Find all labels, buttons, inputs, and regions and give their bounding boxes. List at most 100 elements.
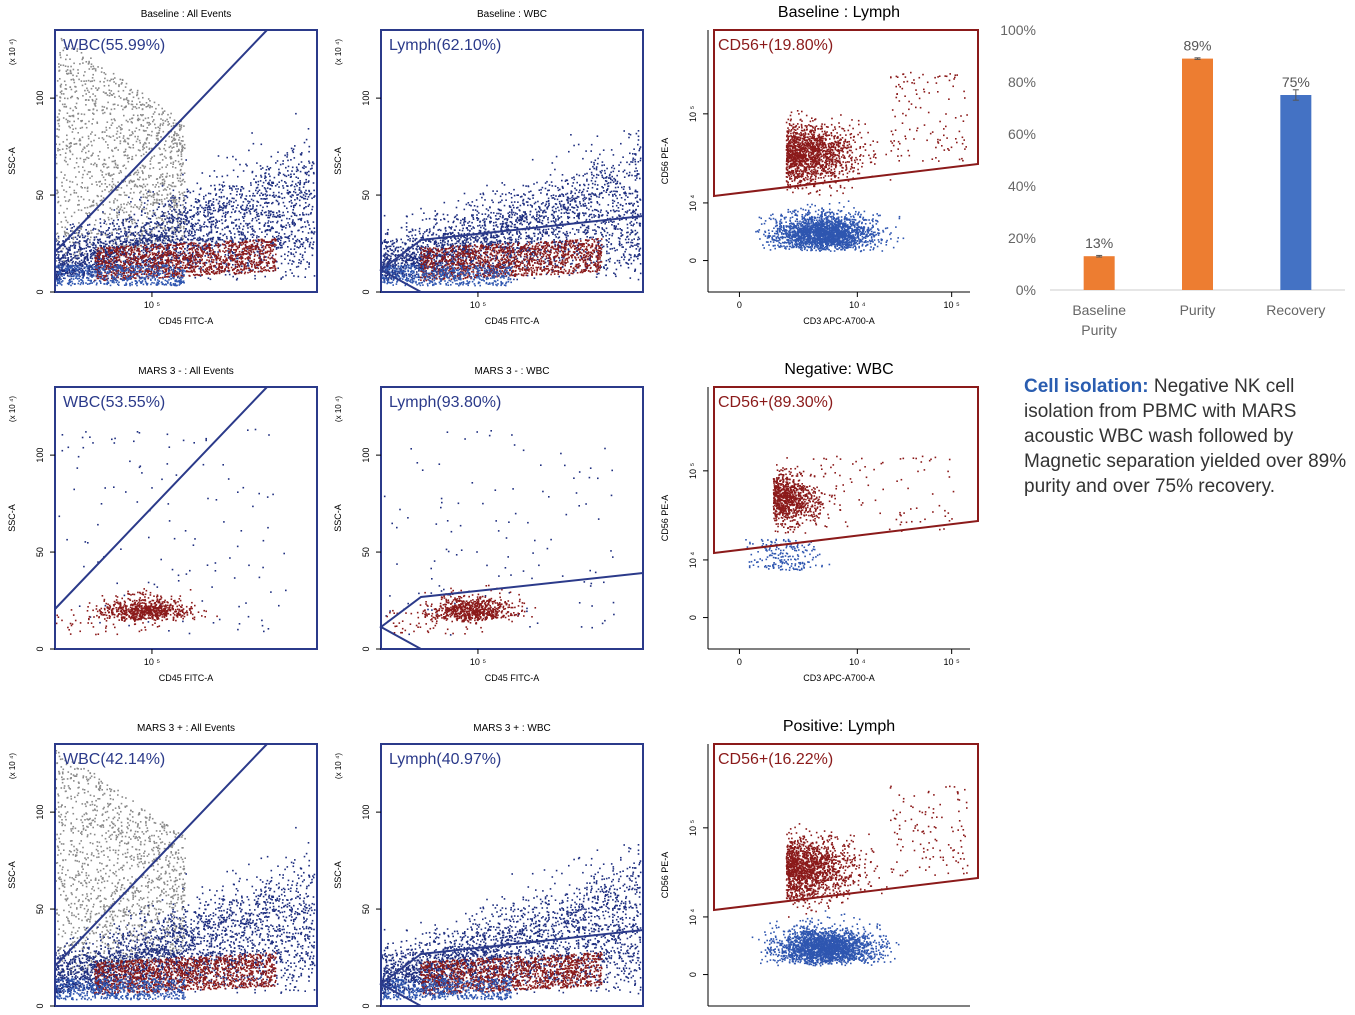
flow-plot-2: Baseline : WBCLymph(62.10%)050100SSC-A(x…	[333, 9, 643, 326]
y-axis-label: SSC-A	[7, 147, 17, 175]
cd56-gate	[714, 387, 978, 553]
gate-percentage-label: Lymph(93.80%)	[389, 394, 501, 411]
flow-plot-title: Baseline : Lymph	[778, 4, 900, 21]
flow-plot-title: MARS 3 - : All Events	[138, 366, 234, 377]
flow-plot-9: Positive: Lymph CD56+(16.22%) 0 10 ⁴ 10 ⁵ CD5…	[660, 718, 978, 1006]
y-tick-label: 10 ⁵	[688, 462, 698, 479]
bar-y-tick-label: 60%	[1008, 126, 1036, 142]
gate-percentage-label: WBC(53.55%)	[63, 394, 165, 411]
x-tick-label: 10 ⁵	[144, 657, 161, 667]
y-tick-label: 0	[688, 972, 698, 977]
x-tick-label: 0	[737, 300, 742, 310]
y-tick-label: 10 ⁴	[688, 195, 698, 212]
flow-plot-title: MARS 3 + : All Events	[137, 723, 235, 734]
y-tick-label: 0	[688, 615, 698, 620]
flow-plot-title: MARS 3 + : WBC	[473, 723, 551, 734]
x-axis-label: CD3 APC-A700-A	[803, 673, 875, 683]
x-axis-label: CD45 FITC-A	[159, 673, 214, 683]
y-axis-label: CD56 PE-A	[660, 138, 670, 185]
y-axis-label: SSC-A	[333, 861, 343, 889]
bar-y-tick-label: 100%	[1000, 22, 1036, 38]
bar-category-label: Baseline	[1072, 302, 1126, 318]
bar	[1280, 95, 1311, 290]
flow-plot-4: MARS 3 - : All EventsWBC(53.55%)050100SS…	[7, 366, 317, 683]
x-axis-label: CD3 APC-A700-A	[803, 316, 875, 326]
cd56-gate	[714, 30, 978, 196]
y-tick-label: 10 ⁵	[688, 105, 698, 122]
y-exponent-label: (x 10 ⁴)	[334, 39, 343, 65]
bar-data-label: 89%	[1183, 38, 1211, 54]
flow-plot-6: Negative: WBC CD56+(89.30%) 0 10 ⁴ 10 ⁵ CD56 …	[660, 361, 978, 683]
bar-y-tick-label: 40%	[1008, 178, 1036, 194]
x-tick-label: 10 ⁵	[470, 657, 487, 667]
y-tick-label: 50	[35, 190, 45, 200]
flow-plot-1: Baseline : All Events WBC(55.99%) 0 50 100 SS…	[7, 9, 317, 326]
wbc-gate-frame	[55, 387, 317, 649]
y-tick-label: 0	[361, 646, 371, 651]
x-tick-label: 10 ⁵	[470, 300, 487, 310]
x-tick-label: 10 ⁴	[849, 300, 866, 310]
y-exponent-label: (x 10 ⁴)	[8, 39, 17, 65]
y-tick-label: 100	[35, 805, 45, 820]
bar-data-label: 75%	[1282, 74, 1310, 90]
y-axis-label: SSC-A	[7, 504, 17, 532]
x-tick-label: 10 ⁵	[144, 300, 161, 310]
bar-y-tick-label: 0%	[1016, 282, 1036, 298]
y-axis-label: SSC-A	[333, 147, 343, 175]
gate-percentage-label: Lymph(40.97%)	[389, 751, 501, 768]
gate-percentage-label: CD56+(19.80%)	[718, 37, 833, 54]
bar-data-label: 13%	[1085, 235, 1113, 251]
y-exponent-label: (x 10 ⁴)	[8, 753, 17, 779]
y-axis-label: CD56 PE-A	[660, 495, 670, 542]
x-tick-label: 10 ⁵	[944, 657, 961, 667]
x-axis-label: CD45 FITC-A	[485, 316, 540, 326]
caption-lead: Cell isolation:	[1024, 376, 1149, 397]
x-tick-label: 0	[737, 657, 742, 667]
y-tick-label: 10 ⁴	[688, 552, 698, 569]
y-tick-label: 100	[35, 448, 45, 463]
x-axis-label: CD45 FITC-A	[485, 673, 540, 683]
x-tick-label: 10 ⁴	[849, 657, 866, 667]
wbc-gate	[55, 387, 317, 649]
flow-plot-title: MARS 3 - : WBC	[474, 366, 549, 377]
y-tick-label: 100	[361, 448, 371, 463]
flow-plot-7: MARS 3 + : All EventsWBC(42.14%)050100SS…	[7, 723, 317, 1009]
y-tick-label: 0	[361, 289, 371, 294]
bar-category-label: Purity	[1180, 302, 1216, 318]
y-exponent-label: (x 10 ⁴)	[334, 396, 343, 422]
gate-percentage-label: WBC(42.14%)	[63, 751, 165, 768]
y-exponent-label: (x 10 ⁴)	[334, 753, 343, 779]
bar-y-tick-label: 20%	[1008, 230, 1036, 246]
y-tick-label: 100	[361, 91, 371, 106]
y-axis-label: CD56 PE-A	[660, 852, 670, 899]
bar-category-label: Purity	[1081, 322, 1117, 338]
y-tick-label: 50	[361, 190, 371, 200]
y-axis-label: SSC-A	[333, 504, 343, 532]
y-tick-label: 50	[361, 904, 371, 914]
gate-percentage-label: CD56+(16.22%)	[718, 751, 833, 768]
y-tick-label: 10 ⁵	[688, 819, 698, 836]
y-axis-label: SSC-A	[7, 861, 17, 889]
bar-category-label: Recovery	[1266, 302, 1325, 318]
y-tick-label: 0	[35, 1003, 45, 1008]
y-tick-label: 100	[35, 91, 45, 106]
flow-plot-title: Baseline : All Events	[141, 9, 232, 20]
gate-percentage-label: WBC(55.99%)	[63, 37, 165, 54]
y-tick-label: 0	[361, 1003, 371, 1008]
gate-percentage-label: Lymph(62.10%)	[389, 37, 501, 54]
x-axis-label: CD45 FITC-A	[159, 316, 214, 326]
x-tick-label: 10 ⁵	[944, 300, 961, 310]
gate-percentage-label: CD56+(89.30%)	[718, 394, 833, 411]
purity-recovery-bar-chart: 0% 20% 40% 60% 80% 100% 13% Baseline Purity 89% Pu…	[1000, 22, 1345, 338]
flow-plot-5: MARS 3 - : WBCLymph(93.80%)050100SSC-A(x…	[333, 366, 643, 683]
bar-y-tick-label: 80%	[1008, 74, 1036, 90]
y-tick-label: 0	[35, 289, 45, 294]
y-tick-label: 0	[688, 258, 698, 263]
flow-plot-title: Negative: WBC	[784, 361, 893, 378]
flow-plot-title: Positive: Lymph	[783, 718, 895, 735]
flow-plot-8: MARS 3 + : WBCLymph(40.97%)050100SSC-A(x…	[333, 723, 643, 1009]
bar	[1182, 59, 1213, 290]
y-tick-label: 10 ⁴	[688, 909, 698, 926]
y-tick-label: 50	[35, 547, 45, 557]
